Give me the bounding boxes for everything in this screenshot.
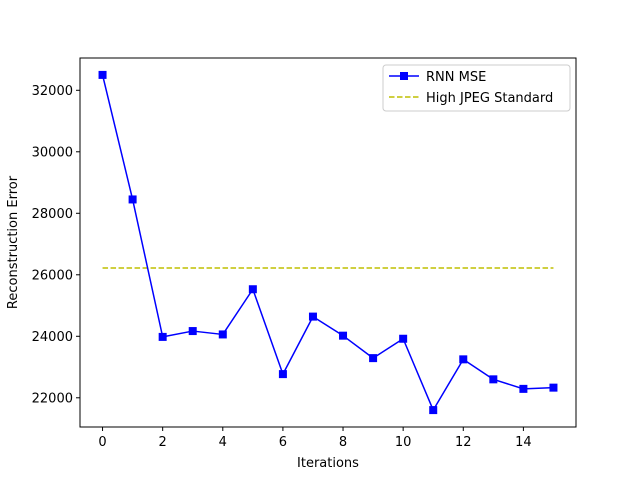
x-tick-label: 14	[515, 435, 532, 450]
x-tick-label: 10	[395, 435, 412, 450]
x-tick-label: 2	[159, 435, 167, 450]
x-axis-ticks: 0 2 4 6 8 10 12 14	[98, 427, 532, 450]
y-tick-label: 28000	[32, 207, 73, 222]
x-tick-label: 0	[98, 435, 106, 450]
rnn-mse-point	[489, 375, 498, 384]
x-axis-label: Iterations	[297, 456, 359, 471]
rnn-mse-point	[98, 70, 107, 79]
x-tick-label: 8	[339, 435, 347, 450]
rnn-mse-point	[218, 330, 227, 339]
legend-rnn-label: RNN MSE	[426, 70, 486, 85]
legend-box	[382, 64, 571, 112]
rnn-mse-point	[278, 370, 287, 379]
rnn-mse-point	[549, 383, 558, 392]
rnn-mse-layer	[98, 70, 558, 415]
y-tick-label: 26000	[32, 268, 73, 283]
rnn-mse-point	[519, 384, 528, 393]
rnn-mse-point	[158, 332, 167, 341]
plot-area	[80, 58, 576, 427]
y-tick-label: 32000	[32, 84, 73, 99]
rnn-mse-point	[369, 354, 378, 363]
plot-frame	[79, 57, 577, 428]
series-rnn-mse-line	[101, 74, 554, 411]
legend-jpeg-label: High JPEG Standard	[426, 91, 553, 106]
y-tick-label: 30000	[32, 145, 73, 160]
x-tick-label: 12	[455, 435, 472, 450]
legend-rnn-swatch-marker	[400, 72, 408, 80]
rnn-mse-point	[188, 327, 197, 336]
rnn-mse-point	[308, 312, 317, 321]
y-axis-ticks: 22000 24000 26000 28000 30000 32000	[32, 84, 80, 406]
rnn-mse-point	[459, 355, 468, 364]
x-tick-label: 6	[279, 435, 287, 450]
legend: RNN MSE High JPEG Standard	[382, 64, 571, 112]
rnn-mse-point	[248, 285, 257, 294]
rnn-mse-point	[399, 334, 408, 343]
y-tick-label: 22000	[32, 391, 73, 406]
y-tick-label: 24000	[32, 330, 73, 345]
x-tick-label: 4	[219, 435, 227, 450]
rnn-mse-point	[429, 406, 438, 415]
y-axis-label: Reconstruction Error	[6, 175, 21, 309]
rnn-mse-point	[128, 195, 137, 204]
rnn-mse-point	[339, 331, 348, 340]
